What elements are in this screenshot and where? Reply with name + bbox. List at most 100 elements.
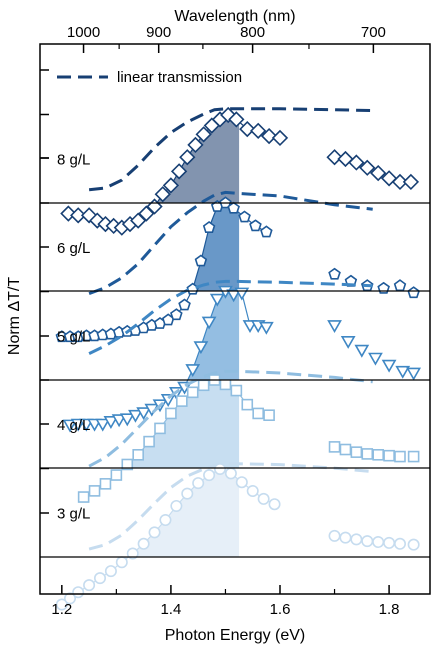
data-point (350, 446, 363, 458)
data-point (250, 122, 267, 139)
panel-3: 5 g/L (40, 279, 422, 433)
data-point (226, 289, 242, 303)
data-point (143, 435, 155, 448)
data-point (238, 210, 251, 223)
data-point (165, 407, 177, 420)
data-point (368, 352, 383, 366)
x-tick-label: 1.4 (160, 601, 181, 618)
top-tick-label: 1000 (67, 24, 100, 41)
data-point (230, 384, 243, 397)
data-point (195, 126, 212, 143)
data-point (228, 111, 245, 128)
data-point (348, 154, 365, 171)
data-point (148, 526, 161, 539)
data-point (326, 149, 343, 166)
data-point (154, 186, 171, 203)
plot-frame (39, 43, 431, 595)
data-point (128, 409, 143, 423)
data-point (383, 449, 395, 462)
data-point (132, 448, 144, 461)
data-point (62, 419, 78, 433)
panel-1: 8 g/L (40, 106, 420, 236)
data-point (103, 416, 119, 429)
data-point (110, 469, 123, 481)
top-axis-label: Wavelength (nm) (174, 8, 295, 25)
data-point (95, 418, 111, 432)
x-tick-label: 1.8 (379, 601, 400, 618)
data-point (209, 293, 225, 307)
data-point (383, 536, 396, 549)
data-point (159, 514, 172, 527)
data-point (339, 443, 352, 456)
data-point (361, 535, 374, 548)
linear-transmission-line-2 (88, 190, 373, 296)
data-point (154, 422, 166, 435)
data-point (393, 537, 406, 550)
data-point (94, 572, 107, 585)
top-tick-label: 900 (146, 24, 171, 41)
x-axis-label: Photon Energy (eV) (165, 627, 306, 644)
concentration-label-2: 6 g/L (57, 240, 90, 257)
shaded-area-4 (83, 380, 240, 468)
data-point (224, 467, 237, 480)
data-point (252, 407, 264, 420)
data-point (176, 395, 188, 407)
data-point (187, 136, 204, 154)
data-point (136, 407, 152, 421)
data-point (83, 579, 96, 592)
data-point (246, 484, 259, 497)
top-axis-ticks: 1000 900 800 700 (67, 24, 386, 53)
data-point (402, 173, 420, 191)
data-point (111, 414, 127, 428)
data-point (193, 341, 209, 355)
data-point (340, 335, 356, 349)
panels: 8 g/L 6 g/L 5 g/L 4 g/L 3 g/L (40, 106, 422, 611)
data-point (70, 207, 87, 224)
data-point (192, 477, 205, 490)
data-point (359, 159, 376, 176)
data-point (194, 254, 208, 267)
plot-border (39, 43, 431, 595)
data-point (181, 487, 194, 500)
top-tick-label: 700 (361, 24, 386, 41)
data-point (239, 120, 256, 138)
legend-label: linear transmission (117, 69, 242, 86)
y-axis-label: Norm ΔT/T (6, 277, 23, 355)
data-point (130, 212, 147, 229)
data-point (104, 565, 117, 578)
concentration-label-1: 8 g/L (57, 152, 90, 169)
data-point (241, 398, 254, 411)
data-point (88, 485, 101, 497)
data-point (260, 127, 278, 145)
data-point (407, 286, 420, 299)
data-point (361, 448, 374, 460)
data-point (179, 149, 196, 166)
data-point (170, 163, 188, 180)
data-point (72, 586, 85, 599)
shaded-area-5 (83, 469, 240, 557)
data-point (178, 298, 191, 311)
top-tick-label: 800 (240, 24, 265, 41)
concentration-label-3: 5 g/L (57, 329, 90, 346)
data-point (214, 462, 227, 475)
data-point (115, 556, 128, 569)
shaded-area-1 (83, 115, 240, 203)
data-point (370, 164, 387, 182)
data-point (354, 344, 370, 358)
data-point (407, 450, 420, 463)
data-point (64, 592, 77, 605)
data-point (271, 129, 289, 147)
data-point (391, 173, 409, 191)
data-point (406, 367, 422, 381)
data-point (263, 409, 275, 422)
data-point (197, 379, 210, 392)
data-point (126, 547, 139, 560)
data-point (260, 225, 273, 238)
data-point (235, 476, 248, 489)
linear-transmission-line-1 (88, 107, 373, 192)
panel-5: 3 g/L (40, 462, 420, 611)
data-point (55, 598, 68, 611)
data-point (77, 491, 90, 503)
concentration-label-4: 4 g/L (57, 417, 90, 434)
